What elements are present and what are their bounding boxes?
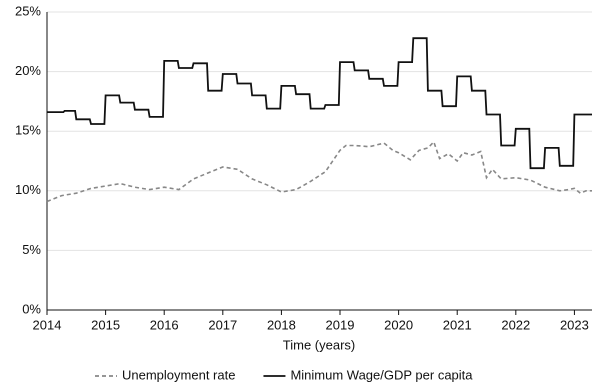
x-tick-label: 2020 [384,317,413,332]
y-tick-label: 25% [15,3,41,18]
y-tick-label: 10% [15,182,41,197]
y-tick-label: 15% [15,123,41,138]
x-axis-label: Time (years) [283,337,355,352]
series-line [46,140,592,203]
x-tick-label: 2018 [267,317,296,332]
y-tick-label: 0% [22,301,41,316]
x-tick-label: 2015 [91,317,120,332]
x-tick-label: 2014 [33,317,62,332]
y-tick-label: 20% [15,63,41,78]
legend-label: Unemployment rate [122,367,235,382]
x-tick-label: 2017 [208,317,237,332]
x-tick-label: 2022 [501,317,530,332]
x-tick-label: 2019 [326,317,355,332]
legend-label: Minimum Wage/GDP per capita [290,367,473,382]
x-tick-label: 2021 [443,317,472,332]
series-line [47,37,592,170]
x-tick-label: 2023 [560,317,589,332]
x-tick-label: 2016 [150,317,179,332]
y-tick-label: 5% [22,242,41,257]
